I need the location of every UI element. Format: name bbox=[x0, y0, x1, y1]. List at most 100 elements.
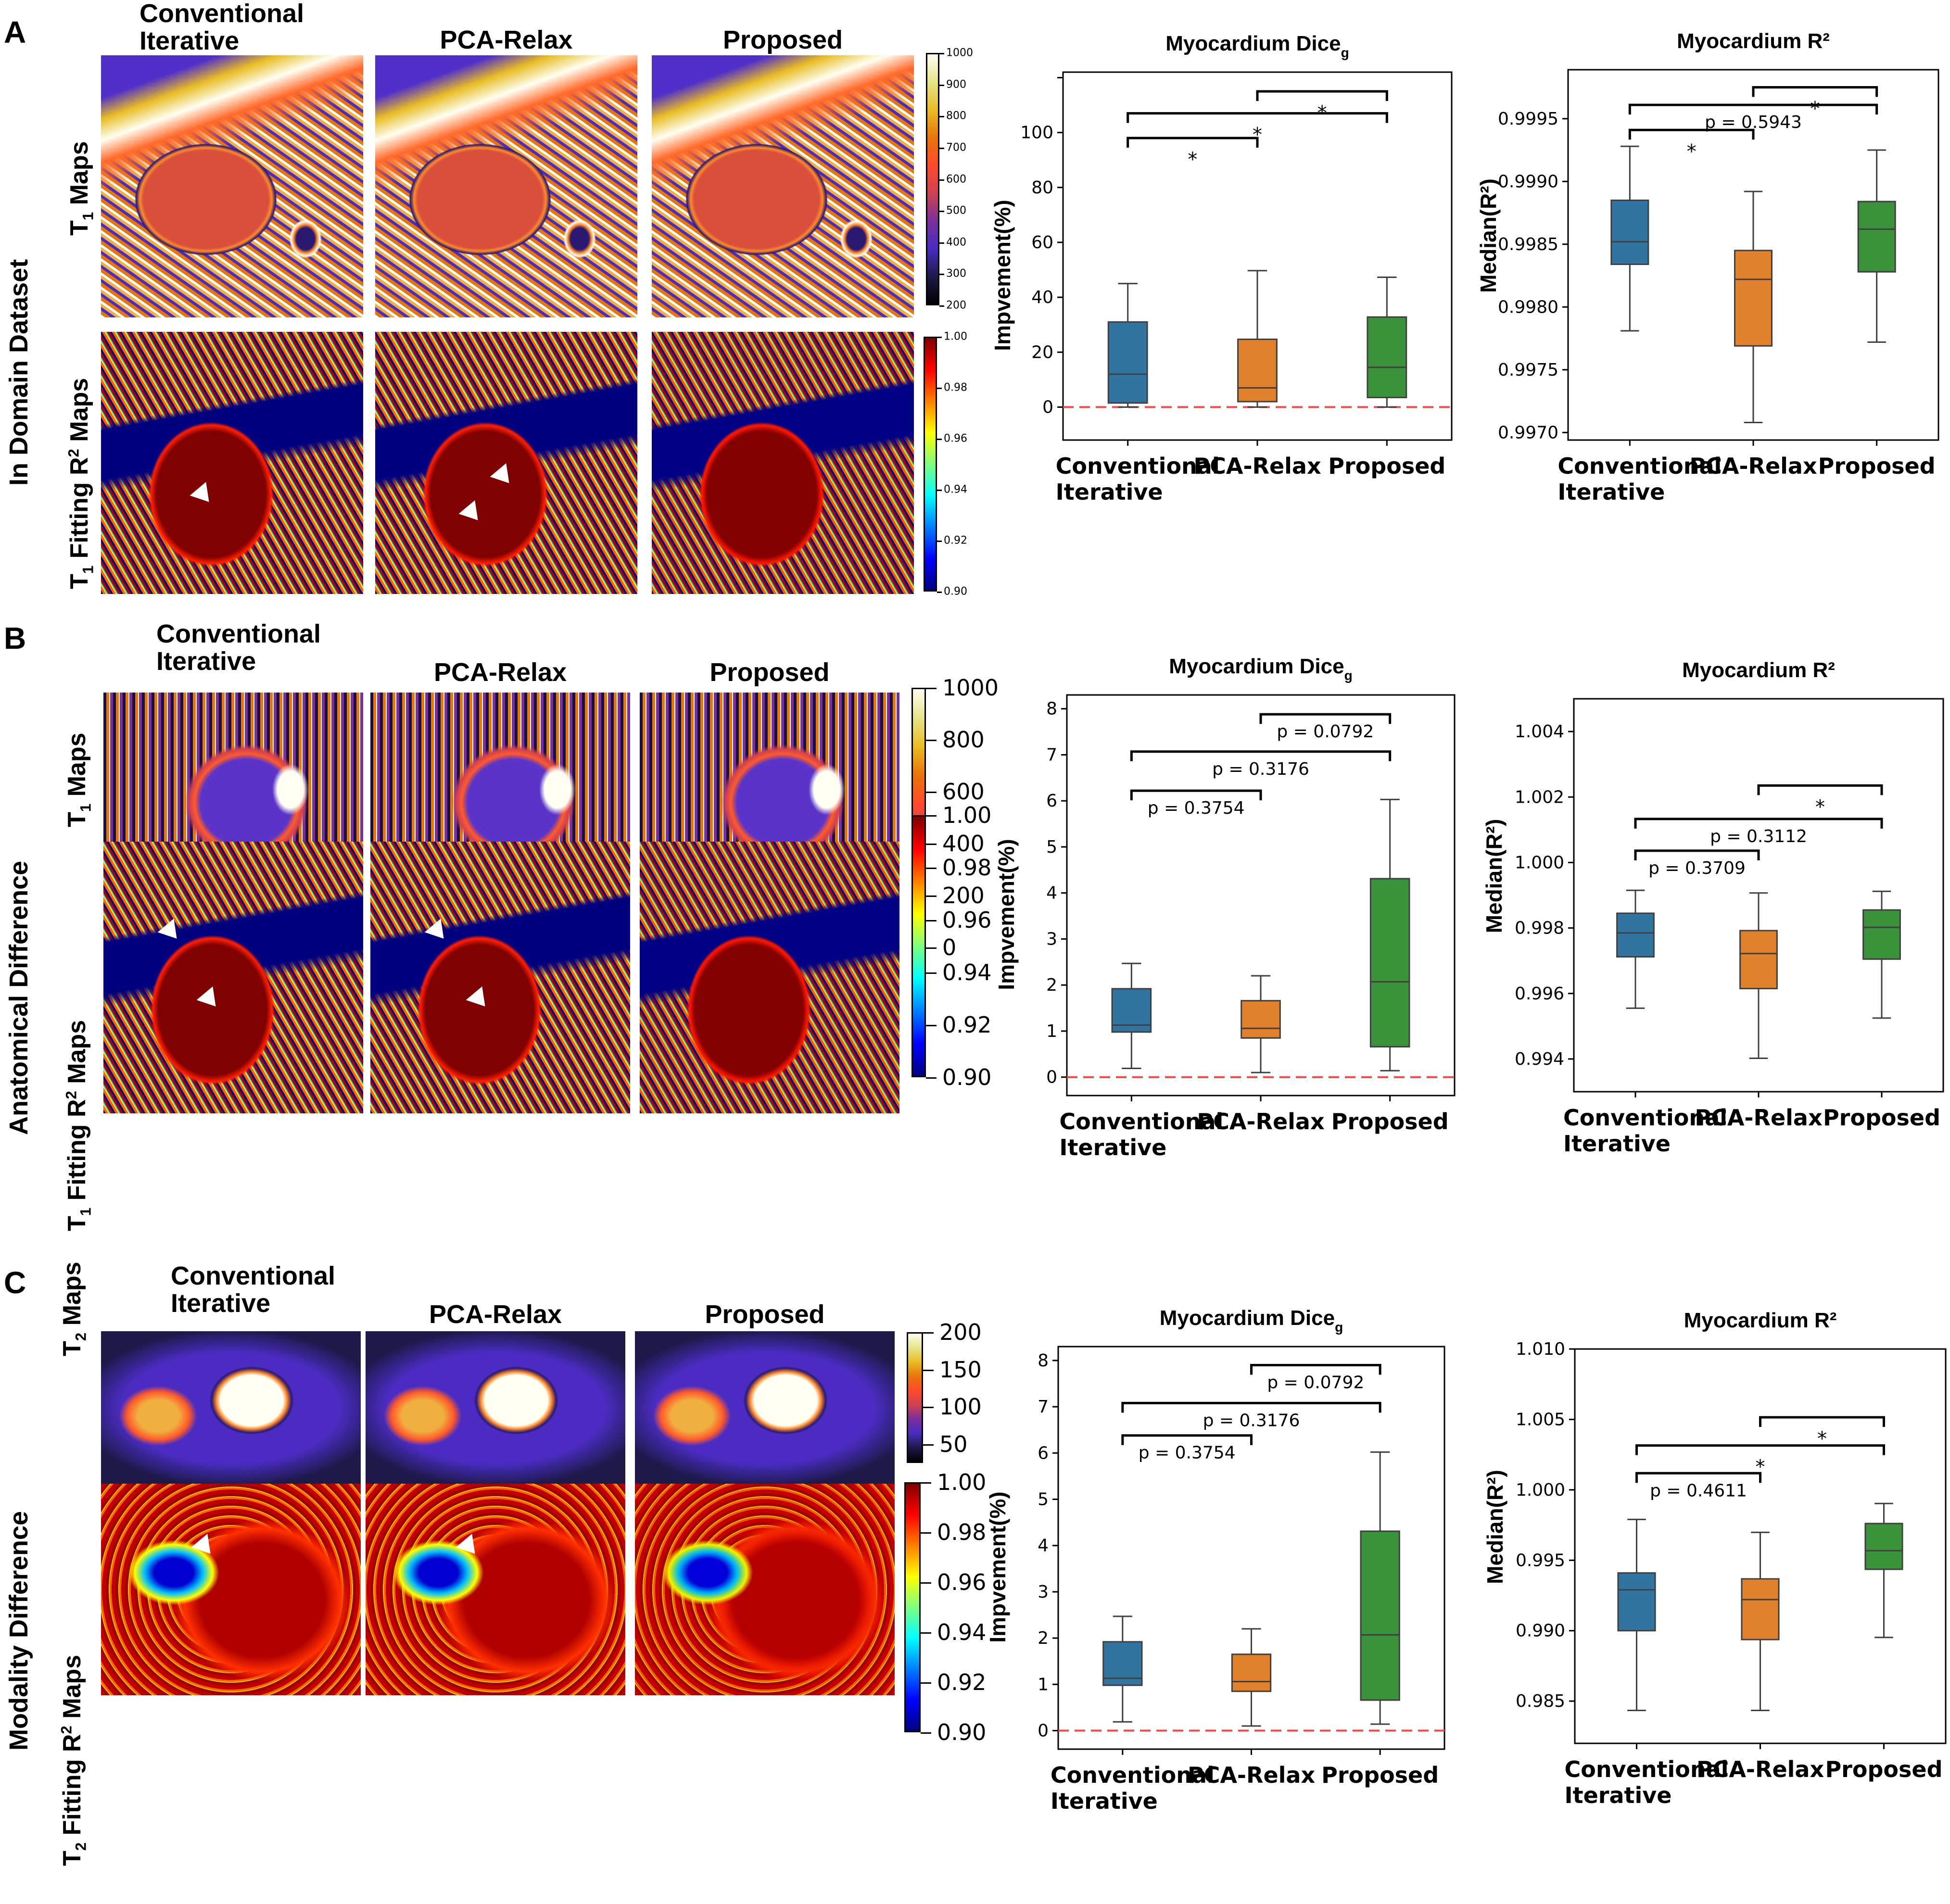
y-tick-label: 1.004 bbox=[1515, 722, 1564, 742]
x-tick-label-line: Iterative bbox=[1056, 479, 1163, 505]
chart-a-r2: Myocardium R² 0.9970 0.9975 0.9980 0.9985 0.9… bbox=[1476, 29, 1939, 505]
significance-bracket bbox=[1628, 103, 1878, 115]
y-axis-label: Impvement(%) bbox=[985, 1491, 1010, 1642]
map-image bbox=[101, 1484, 361, 1695]
y-tick-label: 3 bbox=[1046, 929, 1057, 949]
colorbar-tick-label: 0.90 bbox=[944, 585, 967, 598]
colorbar-tick bbox=[926, 688, 937, 689]
colorbar-tick bbox=[926, 947, 937, 949]
box-pca-relax bbox=[1231, 1628, 1272, 1727]
map-image bbox=[101, 55, 363, 317]
colorbar-ticks: 200 300 400 500 600 700 800 900 1000 bbox=[939, 47, 1007, 312]
colorbar-tick bbox=[926, 815, 937, 817]
colorbar-tick-label: 500 bbox=[946, 204, 966, 217]
significance-bracket bbox=[1628, 128, 1755, 140]
colorbar-tick bbox=[939, 147, 944, 149]
x-tick-label: Conventional Iterative bbox=[1565, 1756, 1729, 1808]
fitting-r2-map-conventional-iterative bbox=[101, 332, 363, 594]
colorbar-tick bbox=[937, 490, 942, 491]
x-tick-label: Proposed bbox=[1823, 1105, 1940, 1131]
y-tick-label: 5 bbox=[1038, 1489, 1049, 1509]
x-tick-label-line: Conventional bbox=[1056, 453, 1220, 479]
x-tick-label: PCA-Relax bbox=[1697, 1756, 1824, 1782]
significance-bracket bbox=[1634, 818, 1883, 829]
iqr-box bbox=[1367, 316, 1407, 399]
x-tick-label: PCA-Relax bbox=[1188, 1762, 1315, 1788]
significance-label: * bbox=[1687, 140, 1697, 163]
chart-a-dice: Myocardium Diceg 0 20 40 60 80 100 Impvement(%)… bbox=[990, 32, 1453, 505]
map-image bbox=[375, 332, 637, 594]
chart-c-dice: Myocardium Diceg 0 1 2 3 4 5 6 7 8 Impvement(%) Con… bbox=[985, 1306, 1445, 1814]
y-tick-label: 6 bbox=[1038, 1443, 1049, 1463]
colorbar-tick bbox=[937, 541, 942, 542]
colorbar-tick bbox=[921, 1732, 931, 1734]
map-image bbox=[652, 55, 914, 317]
y-tick-label: 8 bbox=[1046, 699, 1057, 719]
chart-title: Myocardium R² bbox=[1682, 658, 1835, 682]
x-tick-label: Conventional Iterative bbox=[1557, 453, 1722, 505]
iqr-box bbox=[1241, 1000, 1281, 1039]
colorbar-tick bbox=[939, 116, 944, 118]
iqr-box bbox=[1734, 250, 1773, 347]
significance-label: p = 0.3754 bbox=[1139, 1443, 1236, 1463]
significance-bracket bbox=[1121, 1434, 1253, 1445]
significance-bracket bbox=[1127, 137, 1259, 148]
chart-b-dice: Myocardium Diceg 0 1 2 3 4 5 6 7 8 Impvement(%) Con… bbox=[994, 655, 1456, 1160]
column-title-proposed: Proposed bbox=[705, 1300, 825, 1329]
significance-label: p = 0.0792 bbox=[1267, 1373, 1364, 1392]
panel-letter-a: A bbox=[4, 15, 26, 50]
x-tick-label-line: Proposed bbox=[1818, 453, 1936, 479]
colorbar-tick-label: 0.92 bbox=[937, 1669, 987, 1695]
chart-c-r2: Myocardium R² 0.985 0.990 0.995 1.000 1.005 1.… bbox=[1482, 1309, 1947, 1808]
map-image bbox=[652, 332, 914, 594]
y-tick-label: 20 bbox=[1031, 342, 1053, 362]
colorbar-thermal bbox=[907, 1332, 923, 1463]
significance-bracket bbox=[1635, 1472, 1761, 1483]
column-title-pca-relax: PCA-Relax bbox=[433, 658, 567, 687]
colorbar-tick bbox=[921, 1482, 931, 1484]
x-tick-label-line: Iterative bbox=[1565, 1782, 1672, 1808]
significance-label: p = 0.3112 bbox=[1710, 827, 1807, 846]
colorbar-ticks: 0.90 0.92 0.94 0.96 0.98 1.00 bbox=[937, 331, 1004, 598]
box-pca-relax bbox=[1741, 1531, 1780, 1711]
x-tick-label: PCA-Relax bbox=[1193, 453, 1321, 479]
significance-label: * bbox=[1253, 124, 1262, 146]
x-tick-label-line: Iterative bbox=[1557, 479, 1665, 505]
y-tick-label: 60 bbox=[1031, 233, 1053, 252]
significance-bracket bbox=[1634, 849, 1760, 860]
x-tick-label: Conventional Iterative bbox=[1059, 1109, 1223, 1160]
x-tick-label: Conventional Iterative bbox=[1563, 1105, 1727, 1157]
y-tick-label: 100 bbox=[1020, 123, 1053, 143]
x-tick-label-line: PCA-Relax bbox=[1197, 1109, 1324, 1135]
iqr-box bbox=[1610, 199, 1649, 265]
y-tick-label: 0 bbox=[1038, 1721, 1049, 1741]
y-tick-label: 1.002 bbox=[1515, 787, 1564, 807]
side-label-modality: Modality Difference bbox=[4, 1511, 33, 1751]
x-tick-label-line: Proposed bbox=[1331, 1109, 1449, 1135]
significance-label: * bbox=[1756, 1456, 1765, 1478]
column-title-pca-relax: PCA-Relax bbox=[440, 25, 573, 54]
significance-bracket bbox=[1121, 1401, 1381, 1413]
colorbar-tick-label: 100 bbox=[939, 1394, 982, 1420]
colorbar-tick bbox=[926, 1077, 937, 1079]
significance-bracket bbox=[1250, 1363, 1381, 1375]
fitting-r2-map-pca-relax bbox=[366, 1484, 625, 1695]
x-tick-label: Proposed bbox=[1328, 453, 1445, 479]
iqr-box bbox=[1857, 201, 1896, 273]
y-axis-label: Impvement(%) bbox=[990, 200, 1015, 351]
colorbar-tick bbox=[926, 972, 937, 974]
map-image bbox=[101, 1331, 361, 1485]
colorbar-tick-label: 0.94 bbox=[944, 483, 967, 496]
colorbar-tick-label: 200 bbox=[942, 883, 985, 908]
iqr-box bbox=[1369, 878, 1410, 1048]
chart-title: Myocardium R² bbox=[1677, 29, 1830, 53]
colorbar-tick-label: 0.96 bbox=[944, 432, 967, 445]
colorbar-tick bbox=[939, 274, 944, 276]
x-tick-label-line: Proposed bbox=[1321, 1762, 1439, 1788]
y-tick-label: 1 bbox=[1038, 1675, 1049, 1694]
fitting-r2-map-proposed bbox=[635, 1484, 895, 1695]
column-title-conventional-iterative: Conventional Iterative bbox=[171, 1261, 336, 1318]
colorbar-tick bbox=[923, 1407, 934, 1409]
y-tick-label: 5 bbox=[1046, 837, 1057, 857]
map-image bbox=[103, 842, 363, 1113]
